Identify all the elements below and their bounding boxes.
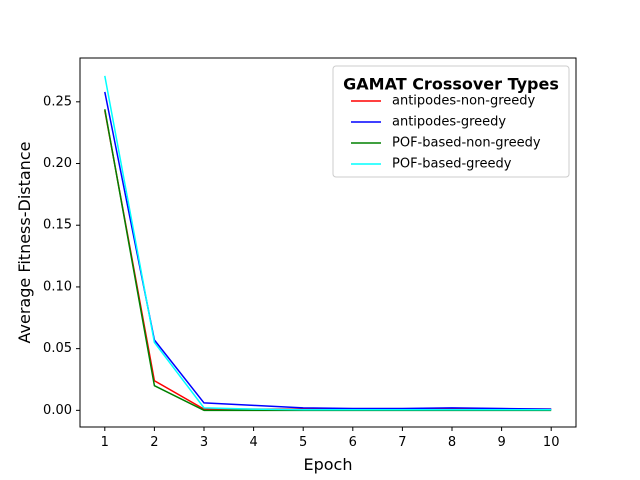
y-tick-label: 0.25 [43,94,72,109]
legend-title: GAMAT Crossover Types [343,75,559,94]
legend: GAMAT Crossover Types antipodes-non-gree… [332,65,570,178]
x-axis-label: Epoch [304,455,353,474]
legend-label: antipodes-non-greedy [392,94,536,109]
x-tick-label: 7 [398,435,406,450]
legend-items: antipodes-non-greedy antipodes-greedy POF-… [351,94,541,172]
x-axis: 1 2 3 4 5 6 7 8 9 10 [101,427,560,450]
legend-label: POF-based-non-greedy [392,136,541,151]
x-tick-label: 3 [200,435,208,450]
y-tick-label: 0.20 [43,156,72,171]
y-axis: 0.00 0.05 0.10 0.15 0.20 0.25 [43,94,80,418]
y-tick-label: 0.05 [43,341,72,356]
series-line-1 [104,91,552,410]
legend-label: POF-based-greedy [392,157,512,172]
x-tick-label: 10 [543,435,560,450]
legend-frame [332,65,570,178]
x-tick-label: 6 [349,435,357,450]
x-tick-label: 1 [101,435,109,450]
legend-label: antipodes-greedy [392,115,506,130]
y-tick-label: 0.10 [43,279,72,294]
plot-frame [79,57,577,428]
y-axis-label: Average Fitness-Distance [15,142,34,344]
y-tick-label: 0.00 [43,403,72,418]
y-tick-label: 0.15 [43,218,72,233]
x-tick-label: 2 [150,435,158,450]
x-tick-label: 5 [299,435,307,450]
x-tick-label: 9 [497,435,505,450]
x-tick-label: 4 [249,435,257,450]
x-tick-label: 8 [448,435,456,450]
series-line-3 [104,75,552,411]
series-layer [104,75,552,412]
